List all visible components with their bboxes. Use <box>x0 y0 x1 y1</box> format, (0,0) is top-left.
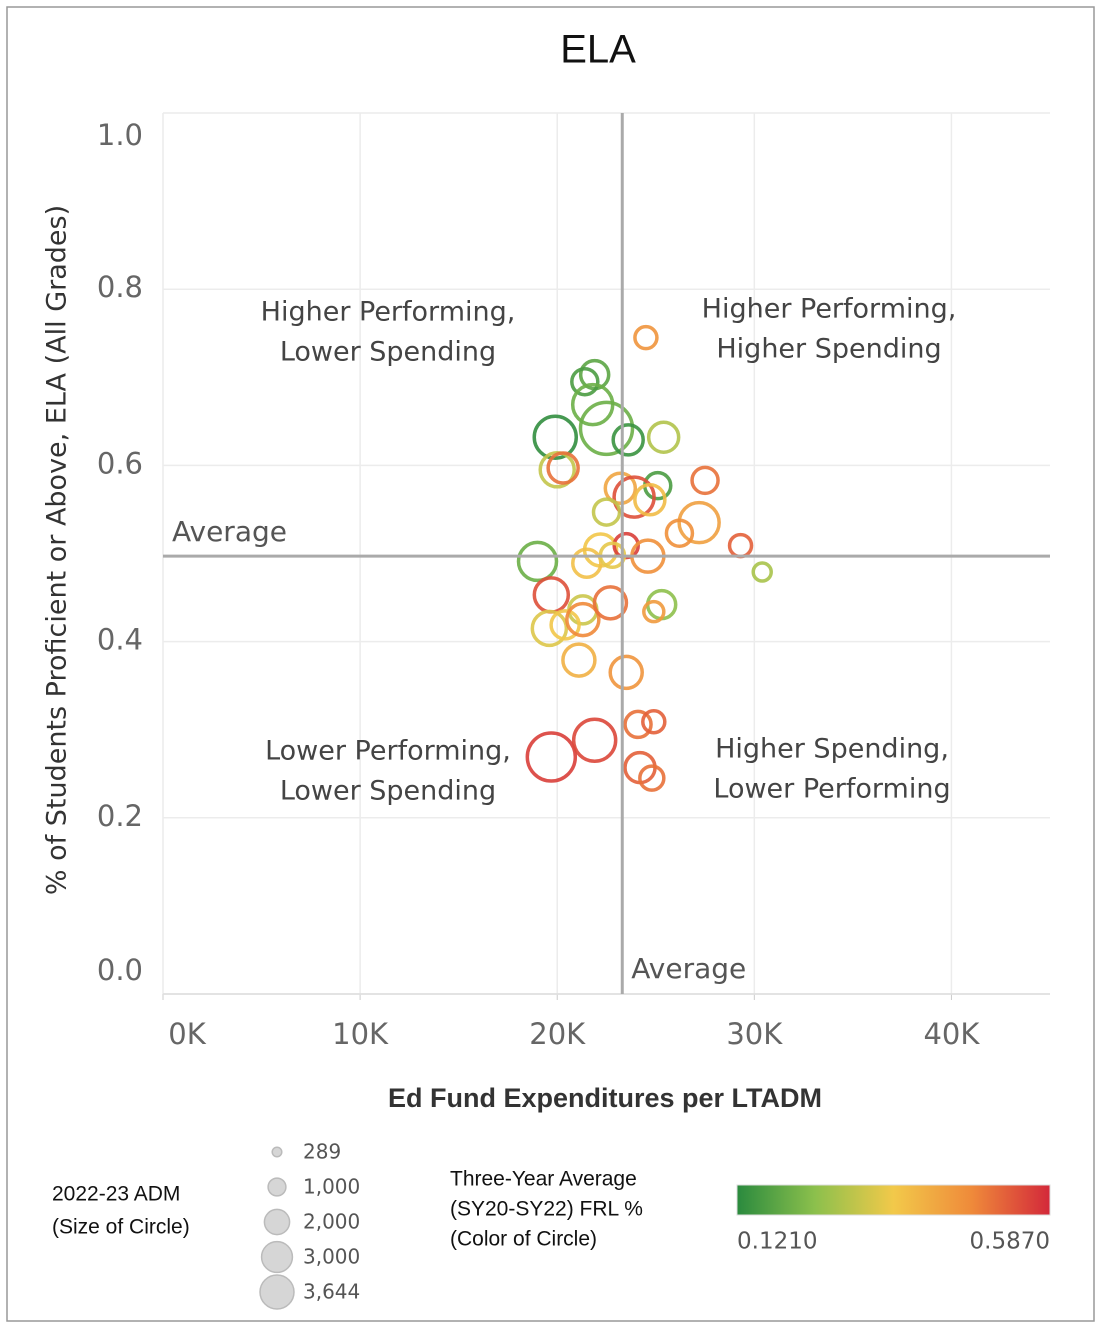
bubble <box>571 547 603 579</box>
average-label: Average <box>631 952 746 985</box>
size-legend-circle <box>271 1146 283 1158</box>
color-legend-bar <box>736 1184 1051 1216</box>
size-legend-label: 3,644 <box>303 1280 360 1304</box>
y-tick-label: 0.6 <box>97 446 143 480</box>
bubble <box>549 609 581 641</box>
x-tick-label: 0K <box>168 1017 206 1051</box>
bubble <box>677 500 721 545</box>
size-legend-label: 2,000 <box>303 1210 360 1234</box>
y-tick-label: 0.2 <box>97 799 143 833</box>
bubble <box>751 561 773 583</box>
color-legend-title: Three-Year Average <box>450 1168 637 1191</box>
bubble <box>623 709 653 740</box>
bubble <box>633 483 667 517</box>
bubble <box>646 420 681 454</box>
x-tick-label: 20K <box>529 1017 586 1051</box>
bubble <box>612 475 656 519</box>
bubble <box>570 366 600 397</box>
bubble <box>565 601 601 638</box>
bubble <box>571 717 618 764</box>
size-legend-title: (Size of Circle) <box>52 1216 190 1239</box>
quadrant-label: Higher Performing, <box>261 297 516 328</box>
bubble <box>633 324 659 351</box>
color-legend-label: 0.5870 <box>970 1229 1050 1255</box>
chart-title: ELA <box>560 28 636 72</box>
bubble <box>561 642 597 678</box>
quadrant-label: Lower Performing, <box>265 736 511 767</box>
bubble <box>546 451 580 485</box>
size-legend-label: 3,000 <box>303 1245 360 1269</box>
bubble <box>592 585 629 621</box>
frame <box>6 6 1095 1322</box>
bubble <box>578 400 635 457</box>
y-tick-label: 0.0 <box>97 953 143 987</box>
size-legend-label: 1,000 <box>303 1175 360 1199</box>
bubble <box>516 540 559 583</box>
bubble <box>603 471 638 506</box>
average-label: Average <box>172 515 287 548</box>
quadrant-label: Higher Performing, <box>702 294 957 325</box>
color-legend-title: (SY20-SY22) FRL % <box>450 1198 643 1221</box>
size-legend-title: 2022-23 ADM <box>52 1183 180 1206</box>
x-tick-label: 30K <box>726 1017 783 1051</box>
bubble <box>532 414 579 460</box>
color-legend-title: (Color of Circle) <box>450 1228 597 1251</box>
bubble <box>690 465 720 496</box>
size-legend-circle <box>259 1274 295 1310</box>
bubble <box>641 709 667 735</box>
bubble <box>525 731 578 783</box>
y-tick-label: 0.4 <box>97 623 143 657</box>
quadrant-label: Lower Spending <box>280 776 496 807</box>
size-legend-circle <box>267 1177 287 1197</box>
bubble <box>664 518 695 548</box>
bubble <box>608 654 644 691</box>
quadrant-label: Lower Performing <box>713 774 950 805</box>
y-tick-label: 1.0 <box>97 118 143 152</box>
quadrant-label: Lower Spending <box>280 337 496 368</box>
x-tick-label: 40K <box>923 1017 980 1051</box>
bubble <box>638 764 666 792</box>
color-legend-label: 0.1210 <box>737 1229 817 1255</box>
size-legend-circle <box>263 1208 291 1236</box>
bubble <box>642 599 666 624</box>
quadrant-label: Higher Spending <box>716 334 941 365</box>
quadrant-label: Higher Spending, <box>715 734 949 765</box>
bubble <box>591 497 622 527</box>
x-tick-label: 10K <box>332 1017 389 1051</box>
y-axis-label: % of Students Proficient or Above, ELA (… <box>42 205 73 895</box>
bubble <box>530 609 569 648</box>
x-axis-label: Ed Fund Expenditures per LTADM <box>388 1083 822 1113</box>
size-legend-circle <box>260 1240 294 1274</box>
size-legend-label: 289 <box>303 1140 341 1164</box>
bubble <box>611 423 645 457</box>
y-tick-label: 0.8 <box>97 270 143 304</box>
